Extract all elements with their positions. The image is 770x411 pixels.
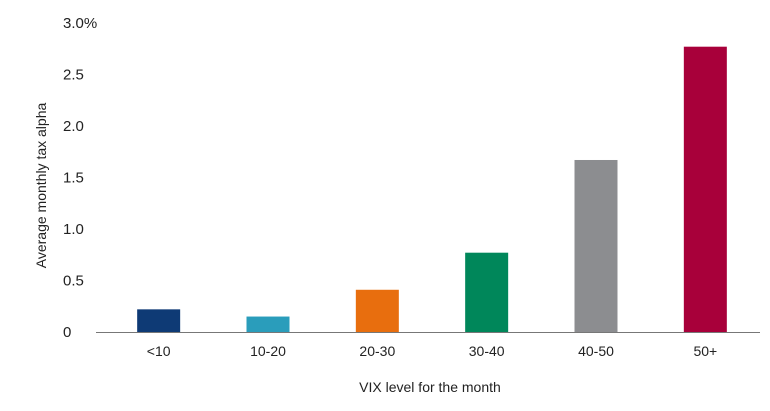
bar	[683, 46, 727, 332]
x-axis-title: VIX level for the month	[359, 379, 501, 395]
x-tick-label: 20-30	[359, 343, 395, 359]
y-tick-label: 2.5	[63, 67, 84, 84]
y-tick-label: 0	[63, 324, 71, 341]
y-tick-label: 1.0	[63, 221, 84, 238]
x-tick-label: 10-20	[250, 343, 286, 359]
y-tick-label: 3.0%	[63, 15, 97, 32]
y-axis-title: Average monthly tax alpha	[33, 103, 49, 269]
bar	[465, 252, 509, 332]
x-tick-label: <10	[147, 343, 171, 359]
y-tick-label: 1.5	[63, 170, 84, 187]
bars	[137, 46, 727, 332]
x-tick-label: 40-50	[578, 343, 614, 359]
x-tick-label: 50+	[693, 343, 717, 359]
bar	[137, 309, 181, 332]
y-tick-label: 2.0	[63, 118, 84, 135]
bar	[574, 159, 618, 332]
bar	[246, 316, 290, 332]
x-axis-category-labels: <10 10-20 20-30 30-40 40-50 50+	[147, 343, 717, 359]
bar	[355, 289, 399, 332]
x-tick-label: 30-40	[469, 343, 505, 359]
y-tick-label: 0.5	[63, 273, 84, 290]
y-axis-ticks: 0 0.5 1.0 1.5 2.0 2.5 3.0%	[63, 15, 97, 341]
